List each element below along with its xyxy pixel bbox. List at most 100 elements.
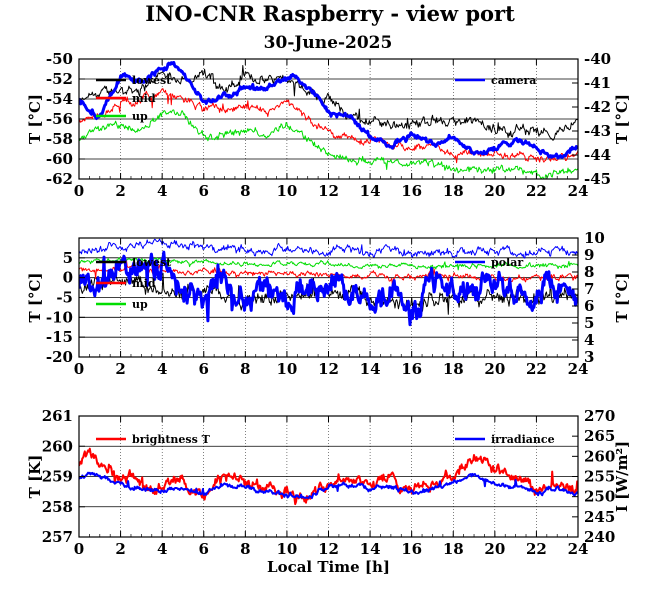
y-right-tick-label: 240 (584, 528, 615, 546)
x-tick-label: 6 (199, 540, 209, 558)
series-line-irradiance (79, 471, 578, 500)
y-left-tick-label: 257 (42, 528, 73, 546)
x-tick-label: 10 (276, 540, 297, 558)
y-right-tick-label: 9 (584, 246, 594, 264)
y-left-axis-label: T [K] (26, 455, 44, 499)
x-tick-label: 24 (568, 182, 589, 200)
y-right-tick-label: 3 (584, 348, 594, 366)
legend-label: irradiance (491, 433, 555, 446)
y-right-tick-label: -42 (584, 98, 611, 116)
x-tick-label: 20 (484, 182, 505, 200)
panel-3: 0 2 4 6 8 10 12 14 16 18 20 22 242572582592602612402… (26, 407, 631, 576)
x-tick-label: 6 (199, 182, 209, 200)
x-tick-label: 18 (443, 182, 464, 200)
legend-label: camera (491, 74, 536, 87)
y-right-tick-label: 265 (584, 427, 615, 445)
y-right-tick-label: -44 (584, 146, 611, 164)
x-tick-label: 22 (526, 182, 547, 200)
x-tick-label: 10 (276, 182, 297, 200)
x-tick-label: 12 (318, 360, 339, 378)
y-right-tick-label: 255 (584, 468, 615, 486)
legend-label: mid (132, 277, 156, 290)
y-right-axis-label: I [W/m²] (613, 441, 631, 512)
y-left-tick-label: 259 (42, 468, 73, 486)
series-line-polar-top (79, 238, 578, 259)
x-tick-label: 14 (360, 540, 381, 558)
y-right-axis-label: T [°C] (613, 272, 631, 322)
panel-2: 0 2 4 6 8 10 12 14 16 18 20 22 24-20-15-10-505345678… (26, 229, 631, 378)
y-left-tick-label: -54 (46, 90, 73, 108)
y-right-tick-label: 270 (584, 407, 615, 425)
chart-title: INO-CNR Raspberry - view port (145, 1, 515, 26)
y-left-tick-label: -52 (46, 70, 73, 88)
series-line-polar (79, 250, 578, 327)
y-left-tick-label: -10 (46, 308, 73, 326)
x-tick-label: 4 (157, 540, 167, 558)
y-left-tick-label: -50 (46, 50, 73, 68)
y-right-tick-label: 6 (584, 297, 594, 315)
x-tick-label: 24 (568, 360, 589, 378)
legend-label: brightness T (132, 433, 211, 446)
y-left-tick-label: 260 (42, 437, 73, 455)
x-tick-label: 0 (74, 360, 84, 378)
x-tick-label: 24 (568, 540, 589, 558)
y-left-tick-label: -15 (46, 328, 73, 346)
x-tick-label: 18 (443, 360, 464, 378)
legend-label: up (132, 110, 148, 123)
y-right-tick-label: 250 (584, 488, 615, 506)
y-left-tick-label: 5 (63, 249, 73, 267)
y-right-tick-label: 10 (584, 229, 605, 247)
y-right-tick-label: 7 (584, 280, 594, 298)
y-right-tick-label: 8 (584, 263, 594, 281)
x-tick-label: 2 (115, 182, 125, 200)
series-line-camera (79, 61, 578, 160)
x-tick-label: 6 (199, 360, 209, 378)
y-left-tick-label: 0 (63, 269, 73, 287)
x-axis-label: Local Time [h] (267, 558, 390, 576)
x-tick-label: 8 (240, 360, 250, 378)
x-tick-label: 12 (318, 182, 339, 200)
x-tick-label: 0 (74, 182, 84, 200)
y-left-tick-label: -62 (46, 170, 73, 188)
y-right-tick-label: 260 (584, 447, 615, 465)
x-tick-label: 0 (74, 540, 84, 558)
x-tick-label: 14 (360, 182, 381, 200)
x-tick-label: 4 (157, 360, 167, 378)
x-tick-label: 2 (115, 540, 125, 558)
y-left-tick-label: 261 (42, 407, 73, 425)
y-right-tick-label: 4 (584, 331, 594, 349)
chart-subtitle: 30-June-2025 (264, 33, 393, 53)
y-right-tick-label: -41 (584, 74, 611, 92)
x-tick-label: 22 (526, 360, 547, 378)
x-tick-label: 20 (484, 360, 505, 378)
y-left-tick-label: -60 (46, 150, 73, 168)
legend-label: polar (491, 256, 523, 269)
y-left-tick-label: -5 (56, 289, 73, 307)
y-left-tick-label: 258 (42, 498, 73, 516)
x-tick-label: 12 (318, 540, 339, 558)
x-tick-label: 16 (401, 182, 422, 200)
x-tick-label: 8 (240, 540, 250, 558)
x-tick-label: 20 (484, 540, 505, 558)
legend-label: mid (132, 92, 156, 105)
panel-1: 0 2 4 6 8 10 12 14 16 18 20 22 24-62-60-58-56-54-52-… (26, 50, 631, 200)
x-tick-label: 14 (360, 360, 381, 378)
y-right-tick-label: -43 (584, 122, 611, 140)
x-tick-label: 18 (443, 540, 464, 558)
x-tick-label: 16 (401, 540, 422, 558)
x-tick-label: 4 (157, 182, 167, 200)
y-left-tick-label: -20 (46, 348, 73, 366)
legend-label: lowest (132, 74, 172, 87)
y-right-tick-label: -45 (584, 170, 611, 188)
y-right-tick-label: -40 (584, 50, 611, 68)
series-line-lowest (79, 65, 578, 141)
y-left-tick-label: -58 (46, 130, 73, 148)
x-tick-label: 22 (526, 540, 547, 558)
y-right-tick-label: 5 (584, 314, 594, 332)
x-tick-label: 8 (240, 182, 250, 200)
legend-label: up (132, 298, 148, 311)
y-left-axis-label: T [°C] (26, 272, 44, 322)
y-left-tick-label: -56 (46, 110, 73, 128)
y-right-tick-label: 245 (584, 508, 615, 526)
